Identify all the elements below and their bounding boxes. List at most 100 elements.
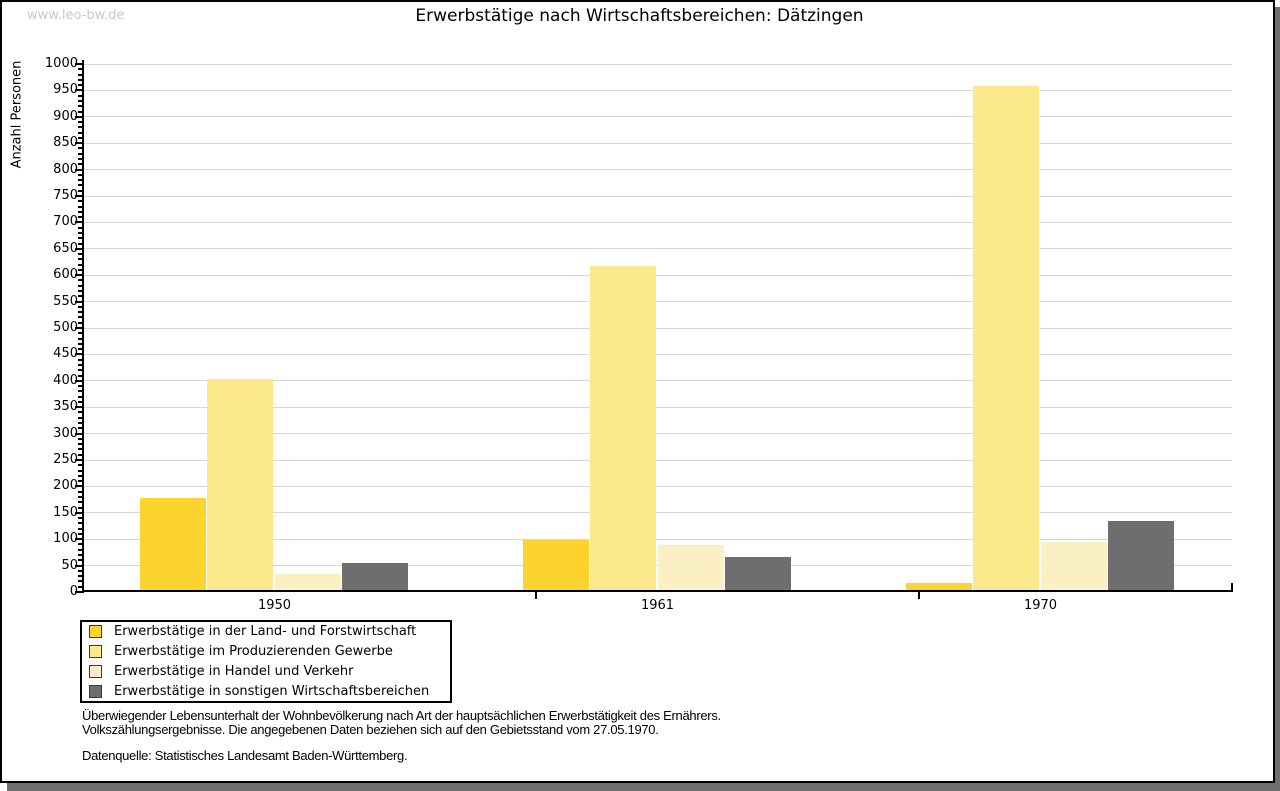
- bar: [590, 265, 657, 590]
- y-minor-tick: [78, 200, 82, 203]
- bar: [341, 562, 408, 590]
- y-gridline: [84, 169, 1232, 171]
- y-gridline: [84, 380, 1232, 382]
- y-tick-label: 200: [53, 478, 78, 494]
- y-tick-label: 50: [61, 557, 78, 573]
- y-minor-tick: [78, 517, 82, 520]
- y-minor-tick: [78, 305, 82, 308]
- y-axis-line: [82, 60, 84, 593]
- y-minor-tick: [78, 78, 82, 81]
- y-minor-tick: [78, 173, 82, 176]
- y-minor-tick: [78, 94, 82, 97]
- legend-item: Erwerbstätige in sonstigen Wirtschaftsbe…: [82, 684, 450, 699]
- x-category-label: 1970: [1023, 598, 1058, 613]
- y-axis-title: Anzahl Personen: [9, 60, 25, 169]
- page-shadow-bottom: [7, 783, 1280, 791]
- y-gridline: [84, 433, 1232, 435]
- x-category-label: 1961: [640, 598, 675, 613]
- y-major-tick: [75, 459, 82, 461]
- y-minor-tick: [78, 469, 82, 472]
- legend-label: Erwerbstätige in der Land- und Forstwirt…: [114, 624, 417, 640]
- y-major-tick: [75, 485, 82, 488]
- y-tick-label: 950: [53, 82, 78, 98]
- y-tick-label: 700: [53, 214, 78, 230]
- y-minor-tick: [78, 332, 82, 335]
- y-minor-tick: [78, 569, 82, 572]
- y-gridline: [84, 248, 1232, 250]
- y-minor-tick: [78, 554, 82, 557]
- y-gridline: [84, 221, 1232, 223]
- y-major-tick: [75, 379, 82, 382]
- y-major-tick: [75, 591, 82, 593]
- y-gridline: [84, 512, 1232, 514]
- legend-swatch: [89, 684, 102, 698]
- y-gridline: [84, 485, 1232, 487]
- y-minor-tick: [78, 231, 82, 234]
- y-minor-tick: [78, 395, 82, 398]
- y-tick-label: 250: [53, 452, 78, 467]
- legend-item: Erwerbstätige in der Land- und Forstwirt…: [82, 624, 450, 639]
- y-minor-tick: [78, 321, 82, 324]
- y-major-tick: [75, 564, 82, 567]
- y-minor-tick: [78, 158, 82, 161]
- y-minor-tick: [78, 263, 82, 266]
- y-tick-label: 550: [53, 293, 78, 309]
- y-major-tick: [75, 327, 82, 329]
- y-minor-tick: [78, 522, 82, 525]
- y-tick-label: 1000: [44, 56, 78, 71]
- y-gridline: [84, 406, 1232, 408]
- y-tick-label: 150: [53, 504, 78, 520]
- y-tick-label: 600: [53, 267, 78, 283]
- y-minor-tick: [78, 580, 82, 583]
- y-minor-tick: [78, 575, 82, 578]
- y-minor-tick: [78, 268, 82, 271]
- bar: [274, 574, 341, 590]
- x-separator-tick: [535, 592, 537, 599]
- y-major-tick: [75, 63, 82, 65]
- y-minor-tick: [78, 147, 82, 150]
- y-gridline: [84, 195, 1232, 197]
- bar: [1107, 520, 1174, 590]
- y-minor-tick: [78, 585, 82, 588]
- y-minor-tick: [78, 559, 82, 562]
- chart-title: Erwerbstätige nach Wirtschaftsbereichen:…: [415, 6, 864, 26]
- y-major-tick: [75, 406, 82, 409]
- y-minor-tick: [78, 358, 82, 361]
- footnote-source: Datenquelle: Statistisches Landesamt Bad…: [82, 748, 408, 763]
- y-minor-tick: [78, 131, 82, 134]
- y-tick-label: 800: [53, 161, 78, 177]
- y-tick-label: 500: [53, 320, 78, 335]
- y-minor-tick: [78, 548, 82, 551]
- bar: [973, 85, 1040, 590]
- y-tick-label: 750: [53, 188, 78, 203]
- y-minor-tick: [78, 316, 82, 319]
- y-tick-label: 400: [53, 372, 78, 388]
- y-minor-tick: [78, 136, 82, 139]
- y-gridline: [84, 538, 1232, 540]
- x-category-label: 1950: [257, 598, 292, 613]
- y-major-tick: [75, 353, 82, 356]
- y-minor-tick: [78, 121, 82, 124]
- y-gridline: [84, 89, 1232, 91]
- y-minor-tick: [78, 490, 82, 493]
- y-major-tick: [75, 89, 82, 92]
- y-minor-tick: [78, 501, 82, 504]
- y-major-tick: [75, 115, 82, 118]
- bar: [523, 539, 589, 590]
- page-shadow-right: [1275, 7, 1280, 791]
- y-minor-tick: [78, 374, 82, 377]
- y-minor-tick: [78, 443, 82, 446]
- y-major-tick: [75, 168, 82, 171]
- footnote-line-2: Volkszählungsergebnisse. Die angegebenen…: [82, 722, 659, 737]
- y-major-tick: [75, 511, 82, 514]
- y-minor-tick: [78, 253, 82, 256]
- y-minor-tick: [78, 242, 82, 245]
- y-tick-label: 0: [69, 584, 78, 599]
- y-minor-tick: [78, 216, 82, 219]
- y-gridline: [84, 63, 1232, 65]
- y-major-tick: [75, 142, 82, 145]
- y-tick-label: 300: [53, 425, 78, 441]
- y-minor-tick: [78, 210, 82, 213]
- legend-swatch: [89, 625, 102, 639]
